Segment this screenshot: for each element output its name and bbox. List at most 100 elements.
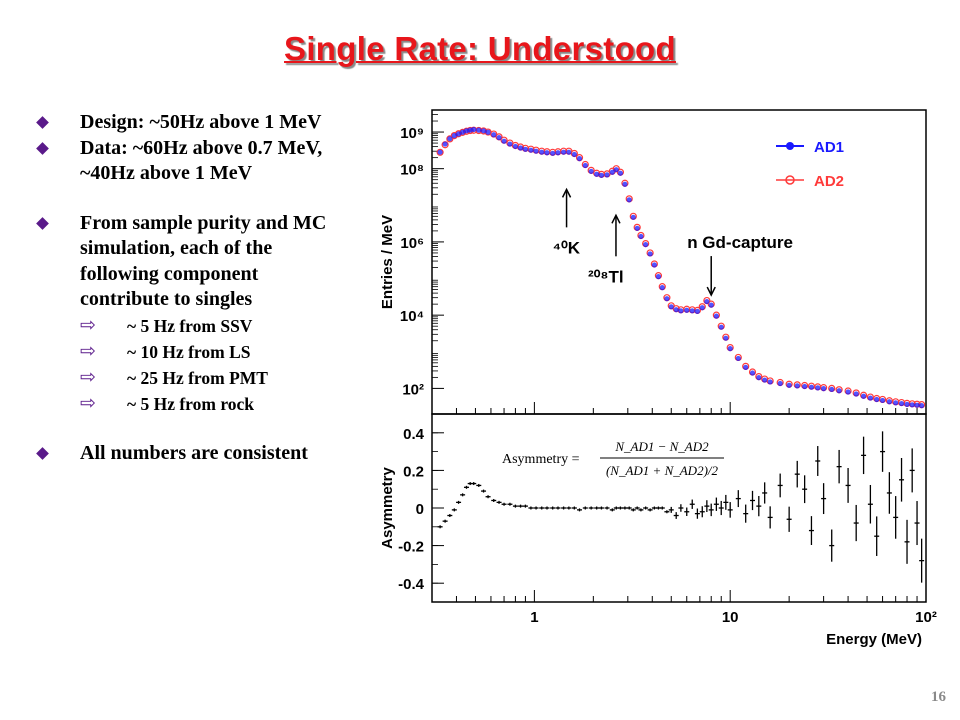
ad1-point xyxy=(815,385,821,391)
y-tick-label: 10⁶ xyxy=(400,235,424,252)
ad1-point xyxy=(718,324,724,330)
bullet-gap xyxy=(30,417,350,441)
ad1-point xyxy=(727,346,733,352)
ad1-point xyxy=(802,383,808,390)
ad1-point xyxy=(598,172,605,178)
annotation-arrowhead xyxy=(706,286,716,297)
ad1-point xyxy=(723,335,729,341)
y-axis-title: Entries / MeV xyxy=(379,215,396,309)
annotation-arrowhead xyxy=(561,187,572,198)
ad1-point xyxy=(713,313,719,319)
ad1-point xyxy=(539,149,545,155)
ad1-point xyxy=(836,388,842,394)
bullet-text: Data: ~60Hz above 0.7 MeV, ~40Hz above 1… xyxy=(80,136,323,185)
ad1-point xyxy=(485,129,491,135)
ad1-point xyxy=(613,167,619,173)
ad1-point xyxy=(743,364,749,370)
ad1-point xyxy=(455,131,462,137)
ad1-point xyxy=(576,156,583,162)
y-tick-label: -0.2 xyxy=(398,539,424,556)
ad1-point xyxy=(914,402,920,408)
ad1-point xyxy=(609,169,615,175)
y-tick-label: 10⁹ xyxy=(400,125,424,142)
ad1-point xyxy=(496,135,502,141)
sub-bullet-item: ⇨ ~ 25 Hz from PMT xyxy=(30,365,350,391)
ad1-point xyxy=(762,377,768,383)
ad1-point xyxy=(533,148,539,154)
bullet-text: All numbers are consistent xyxy=(80,441,308,464)
ad1-point xyxy=(447,136,453,142)
ad1-point xyxy=(638,233,644,240)
sub-bullet-item: ⇨ ~ 10 Hz from LS xyxy=(30,339,350,365)
ad1-point xyxy=(689,308,695,314)
x-axis-title: Energy (MeV) xyxy=(826,631,922,648)
ad1-point xyxy=(708,302,714,308)
formula-numerator: N_AD1 − N_AD2 xyxy=(614,439,709,454)
ad1-point xyxy=(588,168,594,174)
annotation-label: n Gd-capture xyxy=(687,233,793,252)
ad1-point xyxy=(442,141,448,147)
ad1-point xyxy=(659,285,665,291)
bullet-item: All numbers are consistent xyxy=(30,441,350,467)
y-tick-label: 10⁸ xyxy=(400,162,424,179)
ad1-point xyxy=(853,391,859,397)
ad1-point xyxy=(879,397,886,404)
ad1-point xyxy=(604,172,610,178)
ad1-point xyxy=(617,170,624,176)
ad1-point xyxy=(647,251,653,257)
ad1-point xyxy=(794,383,800,389)
bullet-gap xyxy=(30,187,350,211)
bullet-item: Design: ~50Hz above 1 MeV xyxy=(30,110,350,136)
ad1-point xyxy=(643,241,649,248)
page-number: 16 xyxy=(931,689,946,705)
ad1-point xyxy=(678,308,684,314)
ad1-point xyxy=(594,171,600,177)
diamond-bullet-icon xyxy=(36,116,49,129)
sub-bullet-item: ⇨ ~ 5 Hz from rock xyxy=(30,391,350,417)
hollow-arrow-icon: ⇨ xyxy=(80,392,96,414)
ad1-point xyxy=(471,126,477,133)
formula-lhs: Asymmetry = xyxy=(502,452,580,467)
ad1-point xyxy=(476,127,482,133)
hollow-arrow-icon: ⇨ xyxy=(80,340,96,362)
ad1-point xyxy=(829,386,835,393)
hollow-arrow-icon: ⇨ xyxy=(80,314,96,336)
bullet-text: Design: ~50Hz above 1 MeV xyxy=(80,111,322,133)
hollow-arrow-icon: ⇨ xyxy=(80,366,96,388)
ad1-point xyxy=(845,389,851,395)
sub-bullet-item: ⇨ ~ 5 Hz from SSV xyxy=(30,313,350,339)
legend-marker-ad2 xyxy=(785,175,795,185)
ad1-point xyxy=(634,225,640,231)
ad1-point xyxy=(664,296,670,302)
bullet-text: From sample purity and MC simulation, ea… xyxy=(80,211,327,311)
ad1-point xyxy=(480,128,487,134)
annotation-label: ⁴⁰K xyxy=(553,238,581,257)
ad1-point xyxy=(767,379,773,385)
slide-title: Single Rate: Understood xyxy=(284,30,676,67)
bullet-item: Data: ~60Hz above 0.7 MeV, ~40Hz above 1… xyxy=(30,136,350,187)
ad1-point xyxy=(622,181,628,187)
formula-denominator: (N_AD1 + N_AD2)/2 xyxy=(606,463,719,478)
ad1-point xyxy=(512,143,519,150)
bullet-item: From sample purity and MC simulation, ea… xyxy=(30,211,350,313)
ad1-point xyxy=(651,262,657,268)
annotation-arrowhead xyxy=(611,213,621,224)
sub-bullet-text: ~ 25 Hz from PMT xyxy=(127,367,268,388)
y-tick-label: 10² xyxy=(402,381,424,398)
ad1-point xyxy=(501,138,507,144)
sub-bullet-text: ~ 5 Hz from SSV xyxy=(127,315,253,336)
y-axis-title: Asymmetry xyxy=(379,466,396,548)
ad1-point xyxy=(860,393,867,399)
ad1-point xyxy=(756,375,762,381)
ad1-point xyxy=(786,382,792,388)
ad1-point xyxy=(684,307,690,313)
legend-label-ad1: AD1 xyxy=(814,139,844,156)
ad1-point xyxy=(571,151,577,158)
ad1-point xyxy=(630,214,636,220)
ad1-point xyxy=(561,149,567,155)
ad1-point xyxy=(874,396,880,403)
figure: 10² 10⁴ 10⁶ 10⁸ 10⁹ -0.4 -0.2 0 0.2 0.4 1 10 10² Entr… xyxy=(379,109,937,648)
ad1-point xyxy=(749,370,756,376)
bullet-list: Design: ~50Hz above 1 MeV Data: ~60Hz abo… xyxy=(30,110,350,466)
ad1-point xyxy=(808,384,815,390)
